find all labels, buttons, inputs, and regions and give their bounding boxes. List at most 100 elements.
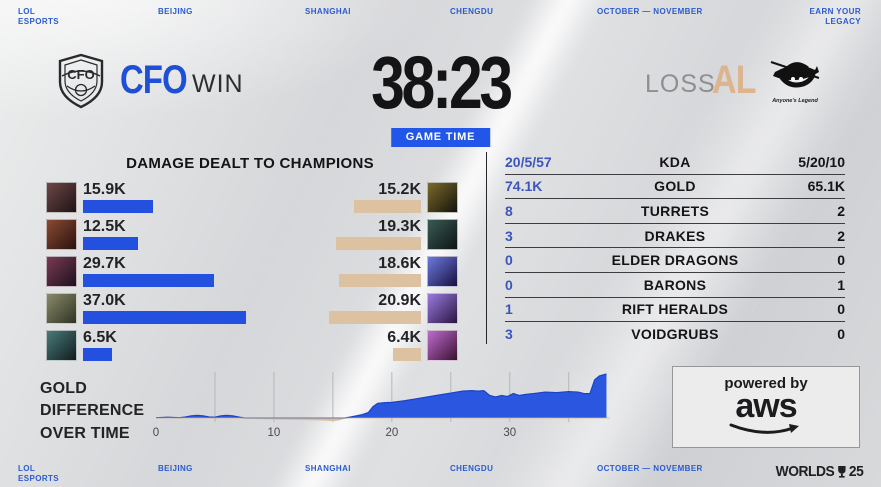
stat-row: 8 TURRETS 2 (505, 199, 845, 224)
damage-value: 6.5K (83, 329, 117, 346)
aws-powered-by: powered by (724, 375, 808, 393)
stat-value-left: 1 (505, 301, 513, 318)
damage-bar (339, 274, 421, 287)
damage-row-pair: 29.7K 18.6K (46, 256, 458, 287)
game-time-badge: GAME TIME (390, 128, 491, 147)
svg-text:10: 10 (268, 427, 281, 439)
damage-value: 12.5K (83, 218, 126, 235)
damage-bar (83, 200, 154, 213)
stat-label: BARONS (643, 276, 707, 293)
stat-value-right: 65.1K (807, 178, 845, 195)
al-logo-caption: Anyone's Legend (772, 98, 818, 104)
damage-row-left: 6.5K (46, 330, 246, 361)
cfo-team-logo: CFO (52, 52, 110, 115)
stat-row: 0 BARONS 1 (505, 273, 845, 298)
stat-row: 1 RIFT HERALDS 0 (505, 298, 845, 323)
gold-diff-chart: 0 10 20 30 (148, 366, 618, 451)
champion-portrait (427, 219, 458, 250)
stat-label: ELDER DRAGONS (611, 252, 739, 269)
damage-value: 37.0K (83, 292, 126, 309)
damage-row-pair: 15.9K 15.2K (46, 182, 458, 213)
damage-row-left: 15.9K (46, 182, 246, 213)
champion-portrait (46, 293, 77, 324)
stat-value-right: 0 (837, 326, 845, 343)
stat-label: DRAKES (644, 227, 706, 244)
stat-label: KDA (659, 153, 691, 170)
damage-row-right: 20.9K (258, 293, 458, 324)
damage-bar (392, 348, 421, 361)
stat-value-right: 2 (837, 227, 845, 244)
stat-value-left: 8 (505, 202, 513, 219)
stat-row: 74.1K GOLD 65.1K (505, 175, 845, 200)
damage-bar (83, 311, 246, 324)
stat-label: RIFT HERALDS (621, 301, 729, 318)
stat-row: 3 VOIDGRUBS 0 (505, 322, 845, 347)
aws-sponsor-box: powered by aws (672, 366, 860, 448)
nav-dates: OCTOBER — NOVEMBER (597, 464, 703, 473)
worlds-trophy-icon (837, 466, 845, 478)
al-team-logo: Anyone's Legend (762, 52, 828, 104)
stat-value-left: 0 (505, 276, 513, 293)
stats-table: 20/5/57 KDA 5/20/10 74.1K GOLD 65.1K 8 T… (505, 150, 845, 347)
damage-panel-title: DAMAGE DEALT TO CHAMPIONS (126, 155, 374, 172)
damage-bar (335, 237, 421, 250)
damage-row-pair: 12.5K 19.3K (46, 219, 458, 250)
damage-bar (83, 237, 139, 250)
damage-row-left: 37.0K (46, 293, 246, 324)
svg-text:20: 20 (385, 427, 398, 439)
nav-city-beijing: BEIJING (158, 7, 193, 16)
nav-city-chengdu: CHENGDU (450, 464, 494, 473)
damage-value: 6.4K (387, 329, 421, 346)
stat-row: 20/5/57 KDA 5/20/10 (505, 150, 845, 175)
gold-diff-title: GOLD DIFFERENCE OVER TIME (40, 380, 145, 442)
stat-row: 3 DRAKES 2 (505, 224, 845, 249)
champion-portrait (46, 219, 77, 250)
stat-value-left: 3 (505, 227, 513, 244)
damage-row-pair: 6.5K 6.4K (46, 330, 458, 361)
worlds-25-logo: WORLDS 25 (775, 463, 863, 480)
damage-value: 20.9K (378, 292, 421, 309)
stat-value-right: 0 (837, 301, 845, 318)
stat-label: VOIDGRUBS (631, 326, 719, 343)
bottom-nav-bar: LOL ESPORTS BEIJING SHANGHAI CHENGDU OCTO… (0, 457, 881, 487)
champion-portrait (427, 256, 458, 287)
damage-row-right: 19.3K (258, 219, 458, 250)
stat-label: GOLD (654, 178, 696, 195)
damage-value: 15.9K (83, 181, 126, 198)
damage-value: 15.2K (378, 181, 421, 198)
champion-portrait (427, 182, 458, 213)
stat-value-left: 74.1K (505, 178, 543, 195)
champion-portrait (427, 330, 458, 361)
damage-rows: 15.9K 15.2K 12.5K (46, 182, 458, 367)
stat-value-right: 0 (837, 252, 845, 269)
damage-bar (354, 200, 421, 213)
svg-text:CFO: CFO (67, 67, 94, 82)
champion-portrait (46, 182, 77, 213)
stat-value-right: 1 (837, 276, 845, 293)
stat-value-left: 20/5/57 (505, 153, 552, 170)
svg-text:30: 30 (503, 427, 516, 439)
team-right-name: AL (712, 58, 756, 102)
champion-portrait (46, 256, 77, 287)
champion-portrait (46, 330, 77, 361)
team-left-name: CFO (120, 58, 188, 102)
top-nav-bar: LOL ESPORTS BEIJING SHANGHAI CHENGDU OCTO… (0, 0, 881, 30)
stat-value-right: 2 (837, 202, 845, 219)
damage-row-right: 15.2K (258, 182, 458, 213)
stat-value-left: 3 (505, 326, 513, 343)
panel-divider (486, 152, 487, 344)
stat-label: TURRETS (640, 202, 710, 219)
aws-smile-icon (729, 423, 799, 434)
stat-value-left: 0 (505, 252, 513, 269)
damage-value: 19.3K (378, 218, 421, 235)
damage-row-right: 6.4K (258, 330, 458, 361)
team-right-result: LOSS (645, 70, 716, 98)
damage-value: 29.7K (83, 255, 126, 272)
game-timer: 38:23 (371, 41, 513, 124)
nav-city-shanghai: SHANGHAI (305, 464, 351, 473)
damage-row-right: 18.6K (258, 256, 458, 287)
nav-dates: OCTOBER — NOVEMBER (597, 7, 703, 16)
aws-logo: aws (735, 387, 797, 426)
lol-esports-wordmark: LOL ESPORTS (18, 7, 60, 26)
